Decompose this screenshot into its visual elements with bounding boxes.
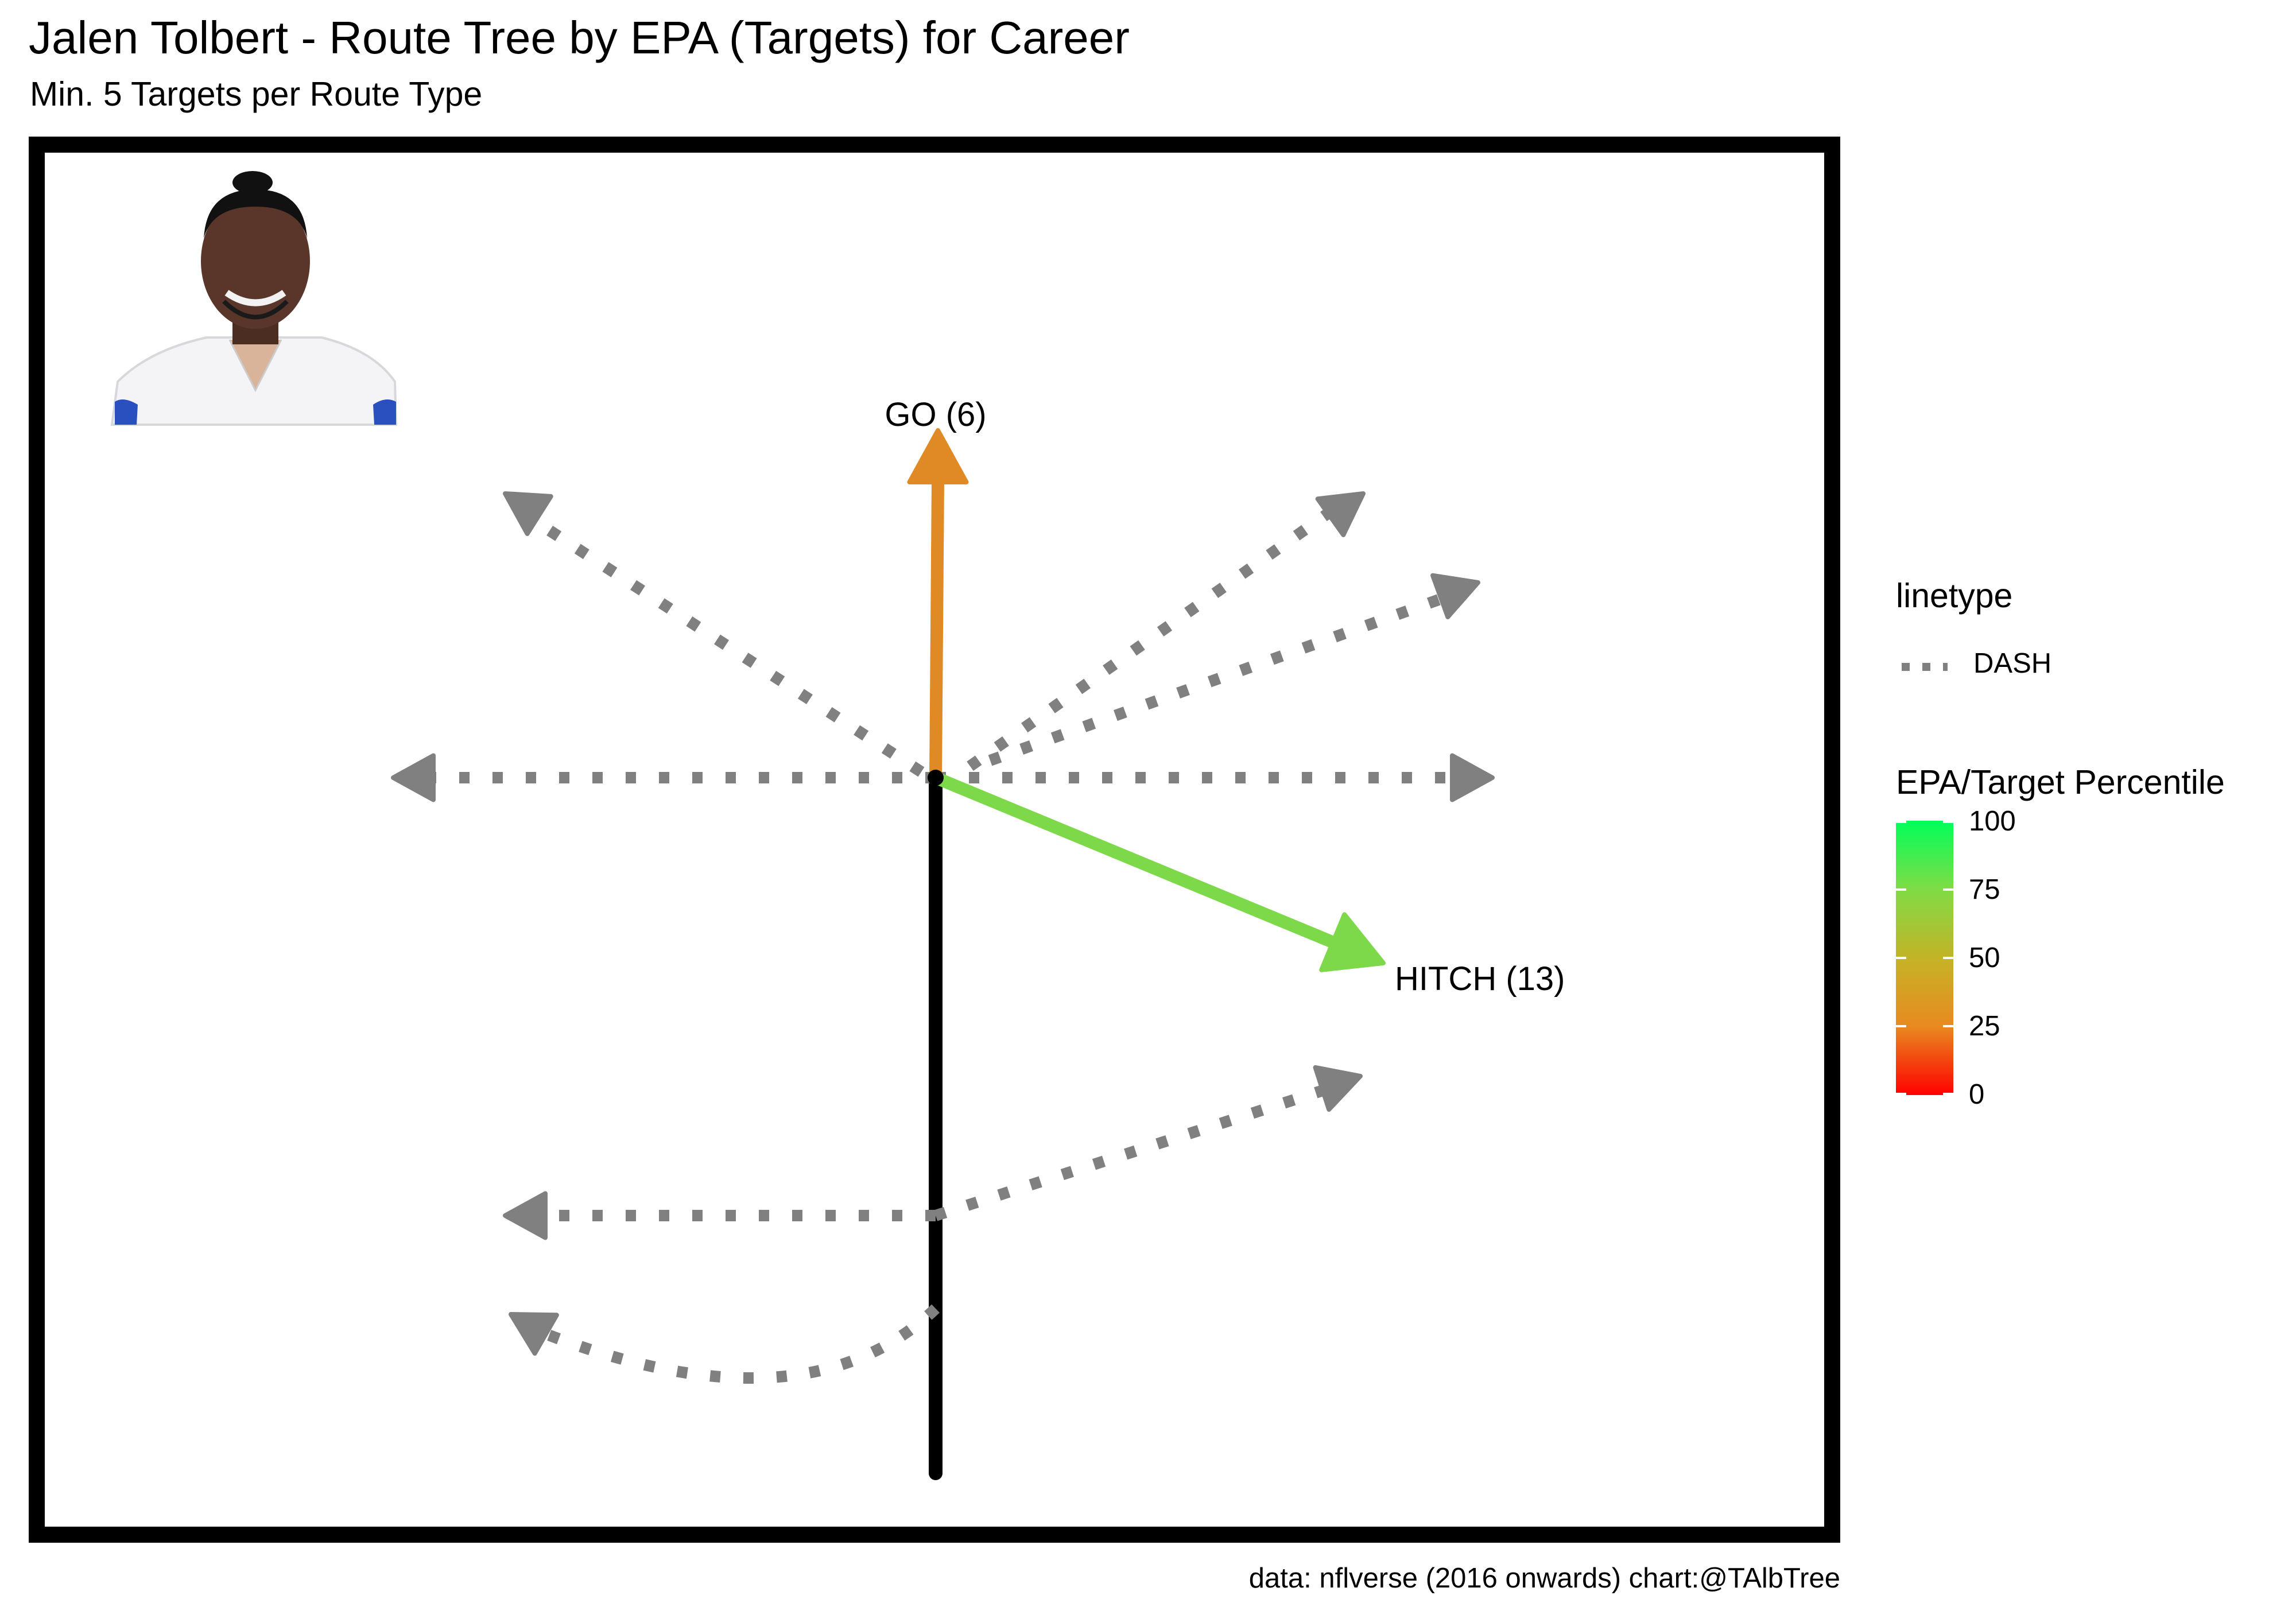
chart-title: Jalen Tolbert - Route Tree by EPA (Targe… <box>29 12 1130 63</box>
colorbar-tick <box>1943 888 1953 891</box>
colorbar-tick <box>1943 821 1953 823</box>
legend-linetype-title: linetype <box>1896 577 2013 615</box>
legend-linetype-entry: DASH <box>1973 648 2052 679</box>
colorbar-tick <box>1896 957 1906 959</box>
colorbar-label-25: 25 <box>1969 1011 2000 1042</box>
colorbar-tick <box>1943 957 1953 959</box>
chart-caption: data: nflverse (2016 onwards) chart:@TAl… <box>1248 1563 1840 1594</box>
colorbar-tick <box>1896 1093 1906 1095</box>
legend-color-title: EPA/Target Percentile <box>1896 763 2225 801</box>
colorbar-tick <box>1896 1025 1906 1027</box>
colorbar-tick <box>1896 821 1906 823</box>
colorbar-tick <box>1943 1093 1953 1095</box>
chart-subtitle: Min. 5 Targets per Route Type <box>30 75 483 113</box>
plot-panel <box>29 137 1840 1543</box>
colorbar-tick <box>1896 888 1906 891</box>
colorbar-label-0: 0 <box>1969 1079 1985 1110</box>
colorbar-tick <box>1943 1025 1953 1027</box>
legend-colorbar <box>1896 821 1953 1095</box>
colorbar-label-100: 100 <box>1969 806 2016 837</box>
colorbar-label-50: 50 <box>1969 942 2000 973</box>
colorbar-label-75: 75 <box>1969 874 2000 905</box>
